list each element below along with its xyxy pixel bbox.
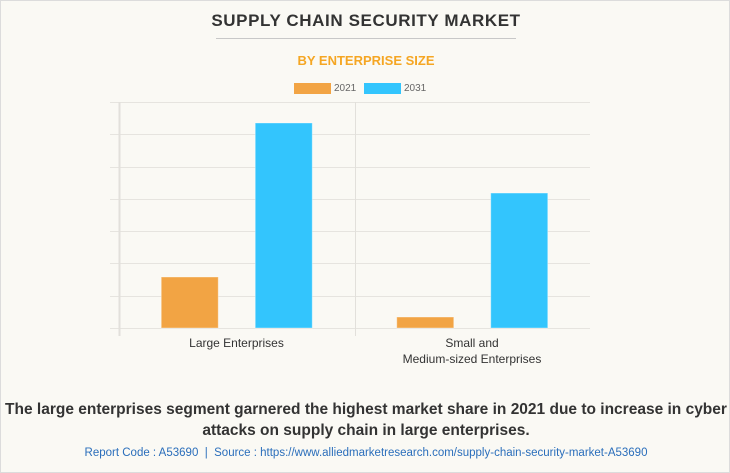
legend-swatch-2031	[364, 83, 401, 94]
bar-2031-large-enterprises	[254, 122, 313, 329]
title-divider	[216, 38, 516, 39]
bar-2021-sme	[396, 316, 455, 329]
x-tick-label-sme: Small and Medium-sized Enterprises	[354, 335, 590, 367]
source-link[interactable]: Source : https://www.alliedmarketresearc…	[214, 447, 648, 459]
chart-subtitle: BY ENTERPRISE SIZE	[297, 53, 435, 68]
legend-label-2021: 2021	[334, 83, 357, 94]
x-tick-label-line: Large Enterprises	[189, 336, 284, 350]
bar-2031-sme	[490, 192, 549, 329]
legend-swatch-2021	[294, 83, 331, 94]
bar-chart	[110, 102, 590, 336]
x-tick-label-large-enterprises: Large Enterprises	[119, 335, 354, 351]
x-tick-label-line: Small and	[445, 336, 499, 350]
bar-2021-large-enterprises	[160, 276, 219, 329]
report-code: Report Code : A53690	[84, 447, 199, 459]
footer-source: Report Code : A53690 | Source : https://…	[1, 447, 730, 459]
footer-separator: |	[198, 447, 215, 459]
chart-title: SUPPLY CHAIN SECURITY MARKET	[211, 11, 521, 30]
legend-label-2031: 2031	[404, 83, 427, 94]
x-tick-label-line: Medium-sized Enterprises	[402, 352, 542, 366]
summary-text: The large enterprises segment garnered t…	[5, 401, 727, 439]
